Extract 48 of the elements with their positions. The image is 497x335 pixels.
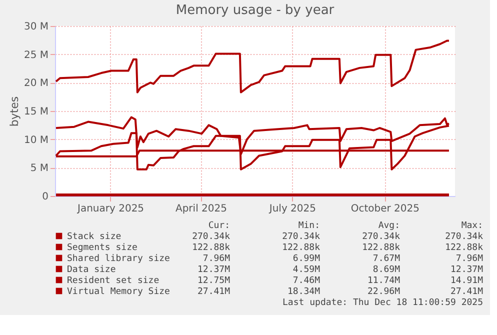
- text: 11.74M: [367, 276, 401, 286]
- text: 270.34k: [362, 232, 401, 242]
- x-tick-label: April 2025: [175, 204, 227, 214]
- chart-title: Memory usage - by year: [176, 3, 335, 18]
- legend-label: Data size: [67, 265, 116, 275]
- text: 4.59M: [292, 265, 321, 275]
- x-tick-label: January 2025: [76, 204, 144, 214]
- text: Last update: Thu Dec 18 11:00:59 2025: [282, 298, 483, 308]
- text: 122.88k: [362, 243, 401, 253]
- text: Min:: [298, 221, 320, 231]
- text: 12.37M: [197, 265, 231, 275]
- text: Avg:: [378, 221, 400, 231]
- text: 122.88k: [192, 243, 231, 253]
- y-tick-label: 0: [42, 192, 48, 202]
- text: 270.34k: [282, 232, 321, 242]
- legend-label: Segments size: [67, 243, 138, 253]
- text: 27.41M: [197, 287, 231, 297]
- y-tick-label: 20 M: [24, 78, 48, 90]
- text: 12.37M: [450, 265, 484, 275]
- y-tick-label: 10 M: [24, 134, 48, 146]
- x-tick-label: July 2025: [268, 204, 316, 214]
- text: 7.46M: [292, 276, 321, 286]
- legend-label: Shared library size: [67, 254, 170, 264]
- legend-label: Stack size: [67, 232, 122, 242]
- text: Cur:: [208, 221, 230, 231]
- text: 12.75M: [197, 276, 231, 286]
- text: 27.41M: [450, 287, 484, 297]
- text: 22.96M: [367, 287, 401, 297]
- y-tick-label: 30 M: [24, 22, 48, 32]
- text: 270.34k: [445, 232, 484, 242]
- legend-label: Resident set size: [67, 276, 160, 286]
- text: 122.88k: [282, 243, 321, 253]
- text: 18.34M: [287, 287, 321, 297]
- x-tick-label: October 2025: [350, 204, 420, 214]
- text: 14.91M: [450, 276, 484, 286]
- text: 7.67M: [372, 254, 401, 264]
- y-tick-label: 15 M: [24, 106, 48, 118]
- text: 7.96M: [456, 254, 484, 264]
- text: 6.99M: [292, 254, 321, 264]
- text: 122.88k: [445, 243, 484, 253]
- y-tick-label: 25 M: [24, 50, 48, 61]
- y-axis-title: bytes: [8, 96, 21, 127]
- legend-label: Virtual Memory Size: [67, 287, 170, 297]
- text: 7.96M: [202, 254, 231, 264]
- text: Max:: [461, 221, 483, 231]
- text: 8.69M: [372, 265, 401, 275]
- text: 270.34k: [192, 232, 231, 242]
- y-tick-label: 5 M: [30, 163, 48, 174]
